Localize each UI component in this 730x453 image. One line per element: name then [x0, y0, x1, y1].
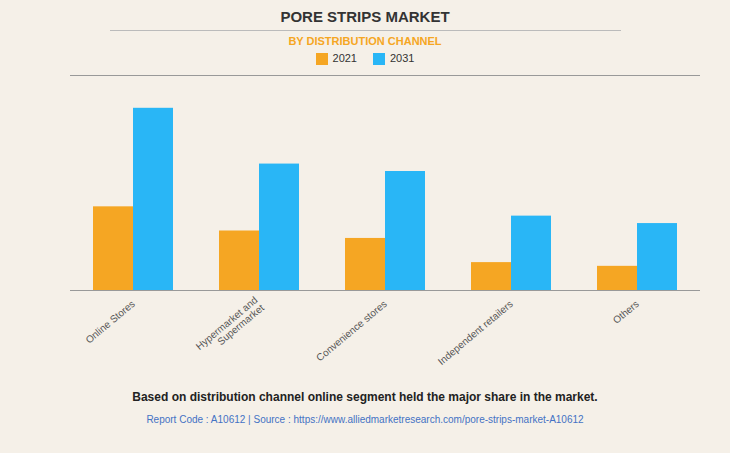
- svg-text:Hypermarket andSupermarket: Hypermarket andSupermarket: [194, 294, 266, 360]
- html-text:2021: 2021: [332, 52, 357, 64]
- svg-text:Independent retailers: Independent retailers: [436, 298, 515, 367]
- svg-text:Online Stores: Online Stores: [83, 298, 136, 345]
- html-text:BY DISTRIBUTION CHANNEL: BY DISTRIBUTION CHANNEL: [288, 35, 442, 47]
- html-text:PORE STRIPS MARKET: PORE STRIPS MARKET: [280, 8, 450, 25]
- html-text:2031: 2031: [390, 52, 415, 64]
- html-text:Based on distribution channel: Based on distribution channel online seg…: [132, 390, 598, 405]
- svg-text:Others: Others: [611, 298, 641, 326]
- svg-text:Convenience stores: Convenience stores: [314, 298, 389, 363]
- html-text:Report Code : A10612 | Source: Report Code : A10612 | Source : https://…: [146, 414, 584, 426]
